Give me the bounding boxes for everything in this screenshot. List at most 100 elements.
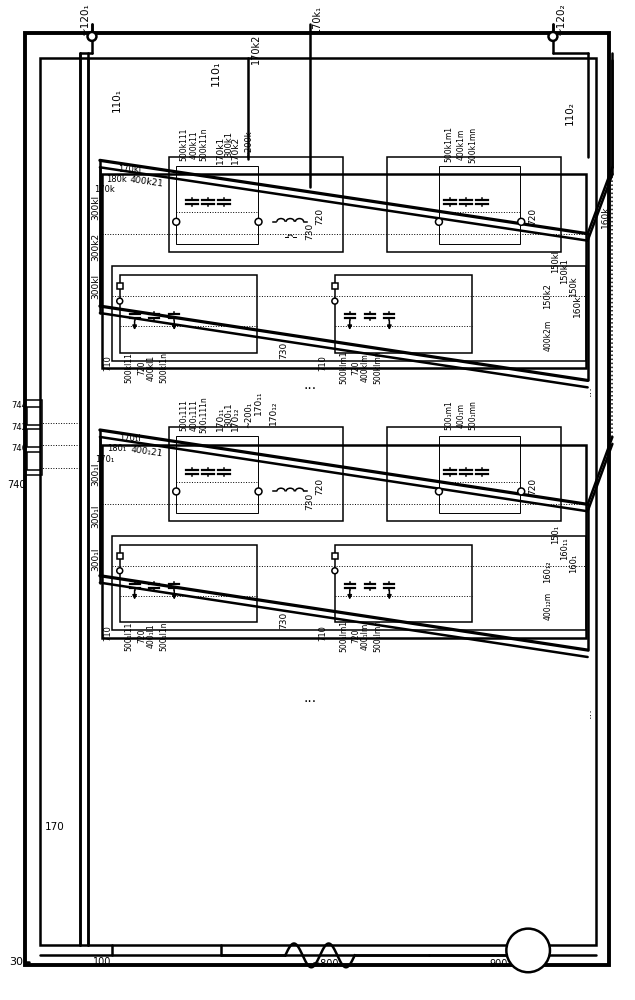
- Text: 720: 720: [316, 478, 324, 495]
- Text: 500k1m1: 500k1m1: [444, 126, 453, 162]
- Text: 720: 720: [351, 360, 360, 375]
- Text: ...: ...: [583, 707, 592, 718]
- Text: 500₁111n: 500₁111n: [199, 397, 208, 433]
- Bar: [117, 553, 123, 559]
- Circle shape: [518, 488, 525, 495]
- Circle shape: [117, 568, 123, 574]
- Bar: [332, 283, 338, 289]
- Text: ~800: ~800: [312, 959, 338, 969]
- Text: ~120₁: ~120₁: [80, 2, 90, 35]
- Circle shape: [549, 32, 558, 41]
- Text: 300kl: 300kl: [91, 274, 100, 299]
- Text: 160₁₁: 160₁₁: [560, 538, 570, 560]
- Text: 170k: 170k: [95, 185, 115, 194]
- Text: 170₁₁: 170₁₁: [217, 407, 225, 431]
- Bar: [27, 452, 41, 470]
- Bar: [335, 545, 472, 622]
- Text: 500₁l11: 500₁l11: [124, 621, 133, 651]
- Text: 150kl: 150kl: [551, 250, 561, 273]
- Bar: [112, 536, 585, 630]
- Text: 170kl: 170kl: [118, 165, 141, 174]
- Text: 180₁: 180₁: [107, 444, 126, 453]
- Text: 170₁₂: 170₁₂: [269, 401, 278, 425]
- Bar: [387, 157, 561, 252]
- Text: 746: 746: [11, 444, 27, 453]
- Text: 300₁1: 300₁1: [224, 403, 233, 427]
- Text: 160k: 160k: [573, 295, 582, 317]
- Text: 150₁: 150₁: [551, 525, 561, 544]
- Text: 400k2m: 400k2m: [544, 320, 552, 351]
- Text: 730: 730: [279, 612, 288, 629]
- Text: 500₁m1: 500₁m1: [444, 400, 453, 430]
- Text: 300kl: 300kl: [91, 194, 100, 220]
- Text: 170k1: 170k1: [217, 135, 225, 164]
- Text: 500kl1n: 500kl1n: [160, 352, 169, 383]
- Text: 30: 30: [10, 957, 23, 967]
- Text: 110₁: 110₁: [112, 88, 122, 112]
- Text: 730: 730: [279, 342, 288, 359]
- Circle shape: [255, 218, 262, 225]
- Bar: [117, 283, 123, 289]
- Bar: [120, 275, 257, 353]
- Text: 730: 730: [305, 493, 314, 510]
- Text: 400k1m: 400k1m: [456, 129, 465, 160]
- Circle shape: [117, 298, 123, 304]
- Circle shape: [518, 218, 525, 225]
- Text: 170: 170: [44, 822, 64, 832]
- Text: 400₁₂m: 400₁₂m: [544, 591, 552, 620]
- Text: 500k1mn: 500k1mn: [468, 126, 477, 163]
- Text: 300₁l: 300₁l: [91, 547, 100, 571]
- Circle shape: [332, 298, 338, 304]
- Bar: [177, 166, 258, 244]
- Text: 720: 720: [528, 208, 538, 225]
- Text: ...: ...: [304, 378, 317, 392]
- Text: 730: 730: [305, 223, 314, 240]
- Text: 500klmn: 500klmn: [373, 351, 382, 384]
- Bar: [41, 58, 596, 945]
- Text: 400kl1: 400kl1: [147, 354, 156, 381]
- Text: 160₁: 160₁: [569, 554, 578, 573]
- Text: 170k2: 170k2: [251, 33, 260, 64]
- Text: 400₁21: 400₁21: [130, 445, 163, 458]
- Text: 500₁l1n: 500₁l1n: [160, 621, 169, 651]
- Text: 170₁: 170₁: [95, 455, 114, 464]
- Text: 150k: 150k: [569, 276, 578, 297]
- Text: 170₁₂: 170₁₂: [231, 407, 240, 431]
- Text: 160₁₂: 160₁₂: [544, 560, 552, 583]
- Text: ~200₁: ~200₁: [244, 402, 253, 428]
- Bar: [27, 429, 41, 447]
- Text: 100: 100: [93, 957, 111, 967]
- Text: 110₁: 110₁: [211, 60, 221, 86]
- Text: 744: 744: [11, 401, 27, 410]
- Text: 160k: 160k: [601, 206, 610, 228]
- Text: 500k11n: 500k11n: [199, 128, 208, 161]
- Text: 400₁111: 400₁111: [190, 399, 199, 431]
- Text: 300₁l: 300₁l: [91, 463, 100, 486]
- Bar: [439, 436, 520, 513]
- Bar: [120, 545, 257, 622]
- Text: 500₁111: 500₁111: [180, 399, 189, 431]
- Circle shape: [255, 488, 262, 495]
- Text: 500₁lmn: 500₁lmn: [373, 620, 382, 652]
- Text: 170k₁: 170k₁: [312, 5, 322, 33]
- Text: 170₁l: 170₁l: [119, 434, 140, 443]
- Text: 400₁l1: 400₁l1: [147, 624, 156, 648]
- Text: 500₁lm1: 500₁lm1: [339, 620, 348, 652]
- Circle shape: [173, 218, 180, 225]
- Text: 180k: 180k: [107, 175, 127, 184]
- Text: 710: 710: [103, 625, 112, 641]
- Text: 742: 742: [11, 423, 27, 432]
- Text: 170₁₁: 170₁₁: [254, 391, 263, 415]
- Circle shape: [436, 488, 443, 495]
- Bar: [102, 174, 585, 368]
- Bar: [102, 445, 585, 638]
- Bar: [335, 275, 472, 353]
- Bar: [177, 436, 258, 513]
- Text: 150k1: 150k1: [560, 258, 570, 284]
- Bar: [387, 427, 561, 521]
- Bar: [112, 266, 585, 361]
- Text: 170k2: 170k2: [231, 135, 240, 164]
- Text: 300k1: 300k1: [224, 131, 233, 157]
- Circle shape: [436, 218, 443, 225]
- Bar: [170, 157, 343, 252]
